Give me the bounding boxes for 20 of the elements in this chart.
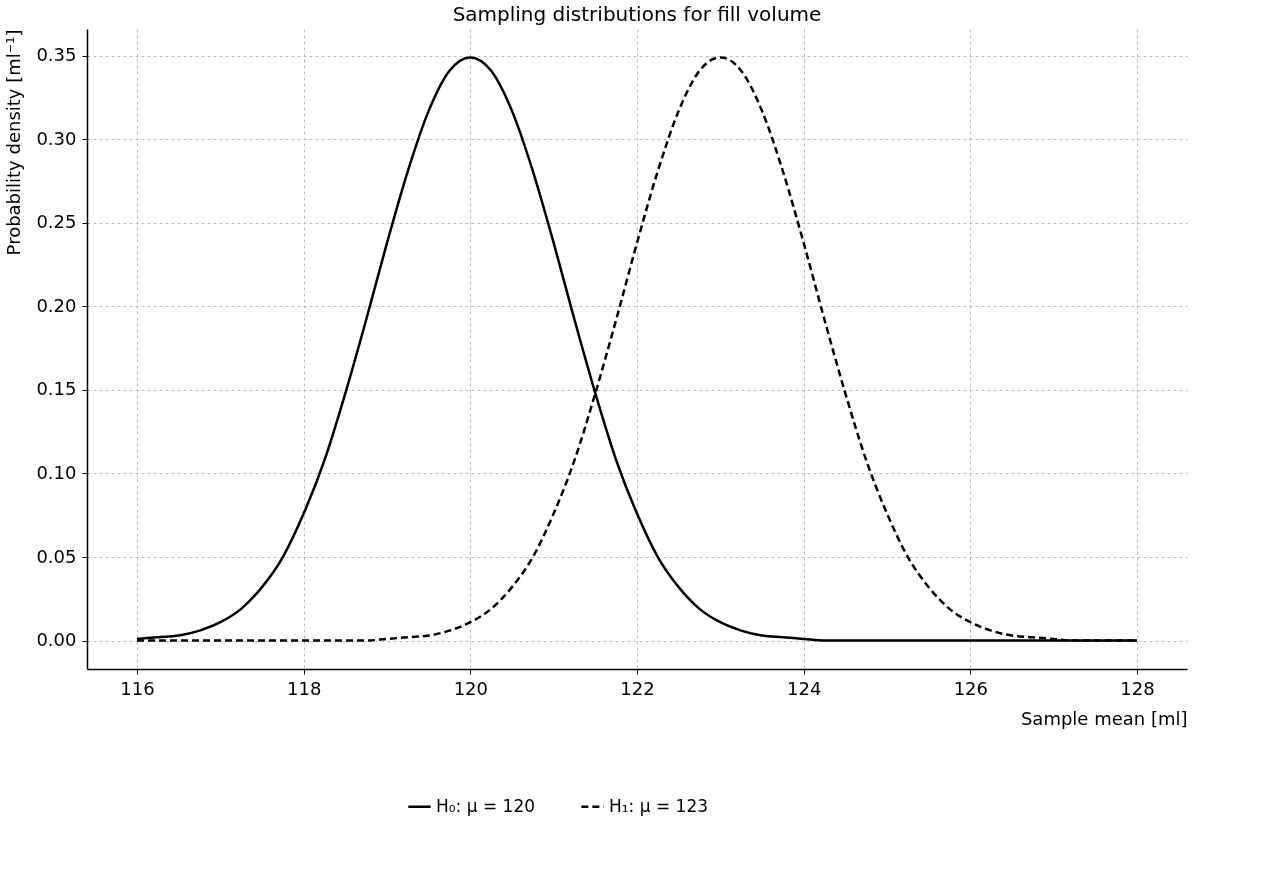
chart-title: Sampling distributions for fill volume bbox=[452, 2, 822, 26]
x-tick-label: 118 bbox=[286, 677, 322, 699]
x-tick-label: 122 bbox=[620, 677, 655, 699]
x-tick-label: 120 bbox=[453, 677, 489, 699]
x-tick-label: 126 bbox=[953, 677, 989, 699]
x-tick-label: 116 bbox=[120, 677, 155, 699]
legend-label: H₁: μ = 123 bbox=[609, 795, 709, 816]
y-tick-label: 0.10 bbox=[36, 461, 77, 483]
y-tick-label: 0.15 bbox=[36, 378, 77, 400]
legend-label: H₀: μ = 120 bbox=[436, 795, 536, 816]
y-tick-label: 0.35 bbox=[36, 44, 77, 66]
y-tick-label: 0.00 bbox=[36, 629, 77, 651]
y-tick-label: 0.20 bbox=[36, 294, 77, 316]
x-tick-label: 128 bbox=[1120, 677, 1155, 699]
y-tick-label: 0.25 bbox=[36, 211, 77, 233]
y-tick-label: 0.30 bbox=[36, 127, 77, 149]
y-axis-title: Probability density [ml⁻¹] bbox=[3, 29, 25, 256]
x-axis-title: Sample mean [ml] bbox=[1020, 707, 1188, 729]
y-tick-label: 0.05 bbox=[36, 545, 77, 567]
x-tick-label: 124 bbox=[786, 677, 822, 699]
